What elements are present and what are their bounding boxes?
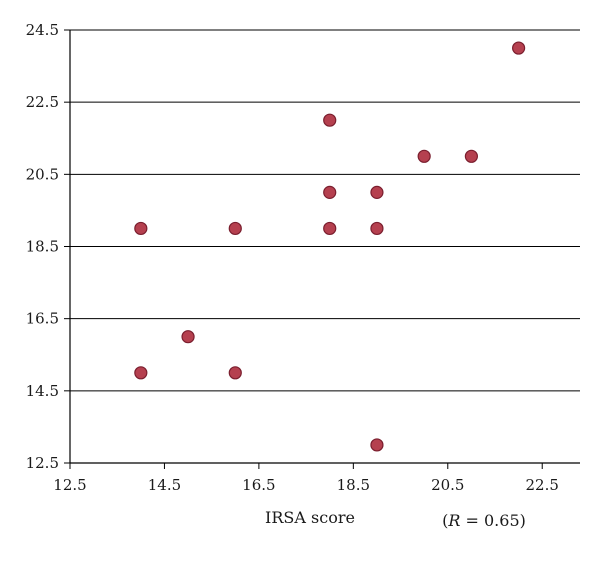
- x-tick-label: 22.5: [526, 476, 559, 494]
- data-point: [323, 185, 337, 199]
- y-tick-label: 14.5: [26, 382, 59, 400]
- data-point: [228, 366, 242, 380]
- y-tick-label: 18.5: [26, 238, 59, 256]
- data-point: [134, 366, 148, 380]
- x-tick-label: 20.5: [431, 476, 464, 494]
- data-point: [417, 149, 431, 163]
- data-point: [370, 221, 384, 236]
- correlation-open-paren: (: [442, 511, 448, 530]
- data-point: [134, 221, 148, 236]
- y-tick-label: 12.5: [26, 454, 59, 472]
- data-point: [512, 41, 526, 55]
- correlation-value: = 0.65): [460, 511, 525, 530]
- grid-layer: [70, 29, 580, 392]
- correlation-variable: R: [447, 511, 460, 530]
- data-point: [181, 330, 195, 344]
- correlation-annotation: (R = 0.65): [442, 511, 526, 530]
- data-point: [464, 149, 478, 163]
- axis-layer: [64, 29, 580, 469]
- y-tick-label: 22.5: [26, 93, 59, 111]
- y-tick-label: 24.5: [26, 21, 59, 39]
- x-tick-label: 16.5: [242, 476, 275, 494]
- data-point: [323, 221, 337, 236]
- tick-label-layer: 12.5 14.5 16.5 18.5 20.5 22.5 24.5 12.5 14.5 16.5…: [26, 21, 559, 494]
- x-tick-label: 12.5: [53, 476, 86, 494]
- data-point: [228, 221, 242, 236]
- x-axis-title: IRSA score: [265, 508, 355, 527]
- data-point-layer: [134, 41, 526, 452]
- data-point: [323, 113, 337, 127]
- data-point: [370, 438, 384, 452]
- x-tick-label: 18.5: [337, 476, 370, 494]
- y-tick-label: 16.5: [26, 310, 59, 328]
- data-point: [370, 185, 384, 199]
- x-tick-label: 14.5: [148, 476, 181, 494]
- y-tick-label: 20.5: [26, 165, 59, 183]
